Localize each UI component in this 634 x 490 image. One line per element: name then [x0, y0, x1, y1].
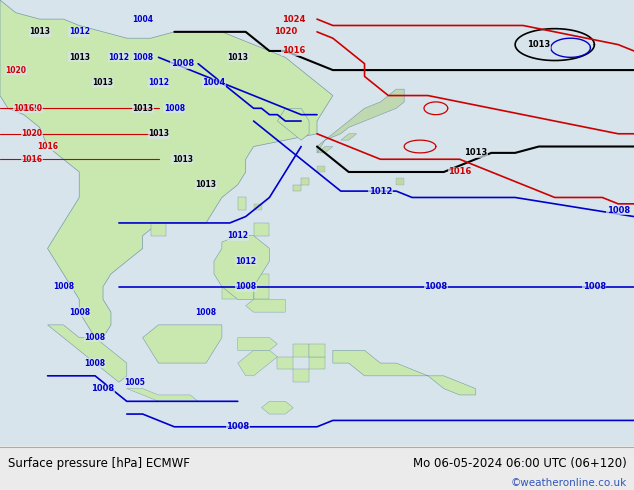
Polygon shape	[309, 357, 325, 369]
Text: 1008: 1008	[226, 422, 249, 431]
Polygon shape	[254, 223, 269, 236]
Polygon shape	[127, 389, 198, 401]
Polygon shape	[317, 166, 325, 172]
Text: 1013: 1013	[93, 78, 113, 87]
Polygon shape	[254, 204, 261, 210]
Text: 1012: 1012	[369, 187, 392, 196]
Text: 1008: 1008	[424, 282, 448, 291]
Polygon shape	[214, 236, 269, 299]
Polygon shape	[150, 223, 166, 236]
Text: 1004: 1004	[132, 15, 153, 24]
Text: 1012: 1012	[235, 257, 256, 266]
Text: Surface pressure [hPa] ECMWF: Surface pressure [hPa] ECMWF	[8, 457, 190, 470]
Text: 1008: 1008	[195, 308, 217, 317]
Text: 1020: 1020	[21, 129, 42, 138]
Text: 1008: 1008	[607, 206, 630, 215]
Text: 1008: 1008	[583, 282, 606, 291]
Polygon shape	[254, 287, 269, 299]
Text: 1016: 1016	[13, 104, 34, 113]
Text: 1013: 1013	[29, 27, 50, 36]
Polygon shape	[222, 287, 238, 299]
Text: 1008: 1008	[171, 59, 194, 68]
Text: 1013: 1013	[132, 104, 153, 113]
Text: 1013: 1013	[148, 129, 169, 138]
Text: 1008: 1008	[84, 333, 106, 342]
Polygon shape	[254, 274, 269, 287]
Polygon shape	[341, 134, 356, 140]
Text: 1020: 1020	[274, 27, 297, 36]
Polygon shape	[293, 185, 301, 191]
Text: 1020: 1020	[21, 104, 42, 113]
Polygon shape	[317, 89, 404, 153]
Text: 1005: 1005	[124, 378, 145, 387]
Text: 1016: 1016	[21, 155, 42, 164]
Polygon shape	[238, 338, 278, 350]
Polygon shape	[0, 0, 333, 338]
Text: 1013: 1013	[464, 148, 487, 157]
Text: 1004: 1004	[202, 78, 226, 87]
Polygon shape	[278, 357, 293, 369]
Text: 1008: 1008	[91, 384, 115, 393]
Text: 1016: 1016	[448, 168, 471, 176]
Text: 1013: 1013	[227, 53, 249, 62]
Polygon shape	[246, 299, 285, 312]
Polygon shape	[396, 178, 404, 185]
Text: 1012: 1012	[68, 27, 90, 36]
Polygon shape	[333, 350, 476, 395]
Polygon shape	[293, 344, 309, 357]
Text: 1008: 1008	[68, 308, 90, 317]
Polygon shape	[278, 108, 309, 140]
Text: 1013: 1013	[527, 40, 550, 49]
Polygon shape	[301, 178, 309, 185]
Text: 1008: 1008	[132, 53, 153, 62]
Text: 1012: 1012	[148, 78, 169, 87]
Text: 1016: 1016	[281, 47, 305, 55]
Polygon shape	[48, 325, 127, 382]
Text: 1012: 1012	[227, 231, 249, 240]
Text: 1008: 1008	[164, 104, 185, 113]
Text: 1016: 1016	[37, 142, 58, 151]
Text: 1013: 1013	[195, 180, 217, 189]
Polygon shape	[261, 401, 293, 414]
Text: 1024: 1024	[281, 15, 305, 24]
Text: 1008: 1008	[53, 282, 74, 291]
Polygon shape	[309, 344, 325, 357]
Text: 1020: 1020	[5, 66, 27, 74]
Polygon shape	[293, 369, 309, 382]
Text: 1008: 1008	[235, 282, 256, 291]
Polygon shape	[238, 197, 246, 210]
Text: 1013: 1013	[68, 53, 90, 62]
Polygon shape	[143, 325, 222, 363]
Text: ©weatheronline.co.uk: ©weatheronline.co.uk	[510, 478, 626, 489]
Polygon shape	[317, 147, 333, 153]
Text: 1008: 1008	[84, 359, 106, 368]
Polygon shape	[238, 350, 278, 376]
Text: 1013: 1013	[172, 155, 193, 164]
Text: Mo 06-05-2024 06:00 UTC (06+120): Mo 06-05-2024 06:00 UTC (06+120)	[413, 457, 626, 470]
Text: 1012: 1012	[108, 53, 129, 62]
